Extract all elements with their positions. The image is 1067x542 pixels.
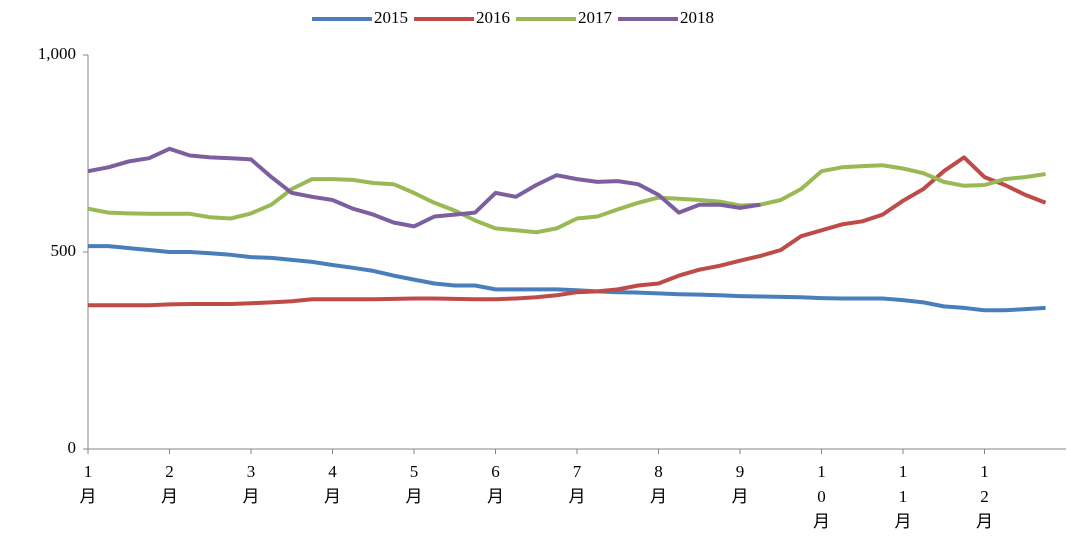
- legend-label: 2016: [476, 8, 510, 27]
- y-tick-label: 500: [51, 241, 77, 260]
- legend-label: 2015: [374, 8, 408, 27]
- series-line: [88, 244, 1046, 313]
- legend-label: 2018: [680, 8, 714, 27]
- y-tick-label: 0: [68, 438, 77, 457]
- y-tick-label: 1,000: [38, 44, 76, 63]
- series-line: [87, 146, 761, 229]
- legend-label: 2017: [578, 8, 613, 27]
- series-line: [88, 155, 1047, 308]
- series-line: [87, 163, 1046, 235]
